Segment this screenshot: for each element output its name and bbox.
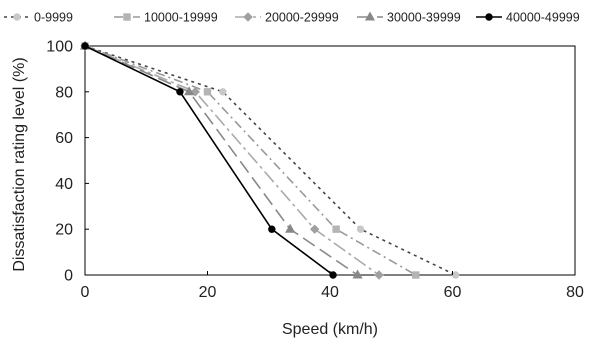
y-tick-label: 0 (64, 268, 73, 285)
data-point (219, 88, 227, 96)
data-point (184, 86, 195, 96)
legend-label: 40000-49999 (506, 11, 580, 25)
legend-item: 20000-29999 (235, 11, 339, 25)
data-point (332, 225, 340, 233)
data-point (203, 88, 212, 96)
series-layer (79, 40, 460, 280)
legend-marker (485, 13, 493, 21)
legend-item: 30000-39999 (357, 11, 461, 25)
data-point (176, 88, 184, 96)
legend-marker (123, 13, 131, 21)
series-line (84, 45, 456, 276)
data-point (268, 225, 276, 233)
data-point (309, 224, 320, 234)
series-line (84, 45, 334, 276)
legend: 0-9999 10000-19999 20000-29999 30000-39999 4… (4, 11, 580, 25)
series-0-9999 (81, 42, 460, 279)
y-tick-label: 80 (55, 84, 73, 101)
x-tick-label: 0 (81, 284, 90, 301)
legend-marker (364, 11, 376, 21)
series-10000-19999 (81, 42, 420, 279)
series-20000-29999 (80, 41, 384, 280)
series-line (84, 45, 359, 276)
legend-item: 10000-19999 (114, 11, 218, 25)
legend-label: 0-9999 (34, 11, 73, 25)
y-tick-label: 20 (55, 222, 73, 239)
data-point (374, 270, 384, 280)
data-point (451, 271, 460, 279)
series-30000-39999 (79, 40, 363, 279)
series-40000-49999 (81, 42, 337, 279)
data-point (352, 269, 363, 279)
series-line (84, 45, 380, 276)
data-point (329, 271, 337, 279)
axes-layer: 0 20 40 60 80 0 20 40 60 80 100 (46, 39, 584, 302)
x-tick-label: 40 (321, 284, 339, 301)
x-tick-label: 80 (566, 284, 584, 301)
legend-item: 0-9999 (4, 11, 73, 25)
y-axis-label: Dissatisfaction rating level (%) (11, 57, 28, 271)
x-tick-label: 60 (444, 284, 462, 301)
legend-label: 10000-19999 (144, 11, 218, 25)
data-point (412, 271, 420, 279)
y-tick-label: 100 (46, 39, 73, 56)
legend-label: 30000-39999 (387, 11, 461, 25)
data-point (285, 223, 296, 233)
series-line (84, 45, 417, 276)
y-tick-label: 60 (55, 130, 73, 147)
data-point (356, 225, 365, 233)
y-tick-label: 40 (55, 176, 73, 193)
legend-item: 40000-49999 (476, 11, 580, 25)
legend-marker (243, 12, 253, 22)
x-tick-label: 20 (199, 284, 217, 301)
x-axis-label: Speed (km/h) (282, 321, 378, 338)
legend-marker (13, 13, 21, 21)
legend-label: 20000-29999 (265, 11, 339, 25)
